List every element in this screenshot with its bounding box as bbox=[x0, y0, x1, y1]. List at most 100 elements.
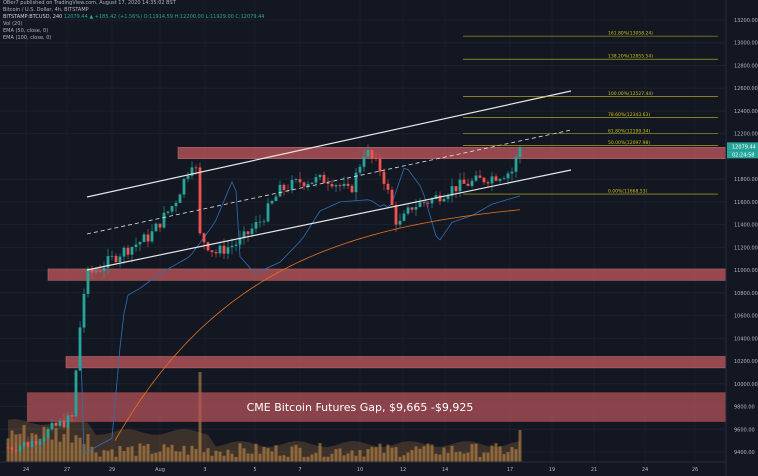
candle-body bbox=[198, 167, 202, 234]
candle-body bbox=[162, 212, 166, 228]
candle-body bbox=[50, 422, 54, 430]
fib-level-label: 78.60%(12343.63) bbox=[608, 112, 650, 118]
volume-bar bbox=[170, 444, 174, 462]
published-line: OBer7 published on TradingView.com, Augu… bbox=[3, 0, 176, 6]
ohlc-values: 12079.44 ▲ +185.42 (+1.56%) O:11914.59 H… bbox=[63, 14, 265, 20]
volume-bar bbox=[350, 450, 354, 462]
candle-body bbox=[290, 179, 294, 191]
volume-bar bbox=[86, 434, 90, 462]
cme-gap-label: CME Bitcoin Futures Gap, $9,665 -$9,925 bbox=[247, 401, 474, 414]
volume-bar bbox=[214, 450, 218, 462]
candle-body bbox=[354, 172, 358, 193]
candle-body bbox=[110, 255, 114, 257]
candle-body bbox=[174, 202, 178, 207]
time-tick-label: 21 bbox=[591, 467, 597, 473]
volume-bar bbox=[330, 453, 334, 462]
candle-body bbox=[474, 175, 478, 181]
volume-bar bbox=[266, 448, 270, 462]
candle-body bbox=[426, 202, 430, 204]
fib-level-label: 0.00%(11668.53) bbox=[608, 189, 648, 195]
volume-bar bbox=[358, 450, 362, 462]
fib-level-label: 61.80%(12199.34) bbox=[608, 128, 650, 134]
volume-bar bbox=[162, 444, 166, 462]
ema-100-line bbox=[114, 209, 521, 441]
candle-body bbox=[158, 223, 162, 228]
volume-bar bbox=[334, 449, 338, 462]
volume-bar bbox=[26, 441, 30, 462]
price-tick-label: 11200.00 bbox=[734, 245, 758, 251]
volume-bar bbox=[494, 443, 498, 462]
candle-body bbox=[322, 174, 326, 184]
volume-bar bbox=[370, 447, 374, 462]
resistance-zone bbox=[177, 147, 727, 159]
candle-body bbox=[210, 250, 214, 253]
countdown-tag bbox=[727, 150, 758, 159]
volume-bar bbox=[346, 453, 350, 462]
candle-body bbox=[490, 176, 494, 184]
candle-body bbox=[14, 449, 18, 452]
volume-bar bbox=[94, 452, 98, 462]
volume-bar bbox=[174, 451, 178, 462]
candle-body bbox=[194, 167, 198, 169]
indicator-vol[interactable]: Vol (20) bbox=[3, 21, 23, 27]
volume-bar bbox=[318, 443, 322, 462]
time-tick-label: 17 bbox=[507, 467, 513, 473]
volume-bar bbox=[62, 434, 66, 462]
volume-bar bbox=[382, 452, 386, 462]
time-axis[interactable]: 24 27 29 Aug 3 5 7 10 12 14 17 19 21 24 26 bbox=[0, 461, 726, 473]
candle-body bbox=[342, 183, 346, 187]
candle-body bbox=[34, 440, 38, 445]
time-tick-label: 26 bbox=[692, 467, 698, 473]
candle-body bbox=[102, 267, 106, 272]
volume-bar bbox=[478, 456, 482, 462]
last-price-label: 12079.44 bbox=[732, 144, 756, 150]
candle-body bbox=[514, 157, 518, 172]
candle-body bbox=[406, 207, 410, 214]
ohlc-line: BITSTAMP:BTCUSD, 240 12079.44 ▲ +185.42 … bbox=[3, 14, 264, 21]
volume-bar bbox=[474, 443, 478, 462]
candle-body bbox=[346, 183, 350, 186]
candle-body bbox=[334, 185, 338, 187]
symbol-title[interactable]: Bitcoin / U.S. Dollar, 4h, BITSTAMP bbox=[3, 7, 89, 13]
candle-body bbox=[86, 268, 90, 294]
price-tick-label: 11000.00 bbox=[734, 268, 758, 274]
candle-body bbox=[314, 177, 318, 183]
indicator-ema-100[interactable]: EMA (100, close, 0) bbox=[3, 35, 52, 41]
price-channel[interactable] bbox=[86, 90, 572, 271]
candle-body bbox=[146, 234, 150, 242]
volume-bar bbox=[438, 454, 442, 462]
indicator-ema-50[interactable]: EMA (50, close, 0) bbox=[3, 28, 49, 34]
candle-body bbox=[26, 442, 30, 447]
candle-body bbox=[306, 183, 310, 187]
volume-bar bbox=[506, 452, 510, 462]
price-tick-label: 12200.00 bbox=[734, 132, 758, 138]
candle-body bbox=[106, 256, 110, 268]
volume-bar bbox=[54, 427, 58, 462]
volume-bar bbox=[454, 452, 458, 462]
volume-bar bbox=[150, 453, 154, 462]
volume-bar bbox=[470, 444, 474, 462]
fib-extension[interactable]: 161.80%(13058.24) 138.20%(12855.54) 100.00… bbox=[463, 31, 718, 195]
candle-body bbox=[6, 447, 10, 449]
volume-bar bbox=[114, 456, 118, 462]
candle-body bbox=[518, 147, 522, 158]
volume-bar bbox=[194, 448, 198, 462]
candle-body bbox=[126, 247, 130, 255]
cme-gap-zone: CME Bitcoin Futures Gap, $9,665 -$9,925 bbox=[27, 392, 726, 422]
candle-body bbox=[454, 186, 458, 192]
candle-body bbox=[294, 179, 298, 180]
candle-body bbox=[190, 167, 194, 176]
volume-bar bbox=[422, 446, 426, 462]
volume-bar bbox=[426, 443, 430, 462]
candle-body bbox=[98, 270, 102, 272]
price-tick-label: 10200.00 bbox=[734, 359, 758, 365]
price-axis[interactable]: 13200.00 13000.00 12800.00 12600.00 12400.00… bbox=[725, 0, 758, 476]
volume-bar bbox=[110, 449, 114, 462]
volume-bar bbox=[310, 454, 314, 462]
volume-bar bbox=[70, 442, 74, 462]
volume-bar bbox=[482, 452, 486, 462]
candle-body bbox=[142, 234, 146, 243]
volume-bar bbox=[90, 446, 94, 462]
candle-body bbox=[238, 238, 242, 245]
